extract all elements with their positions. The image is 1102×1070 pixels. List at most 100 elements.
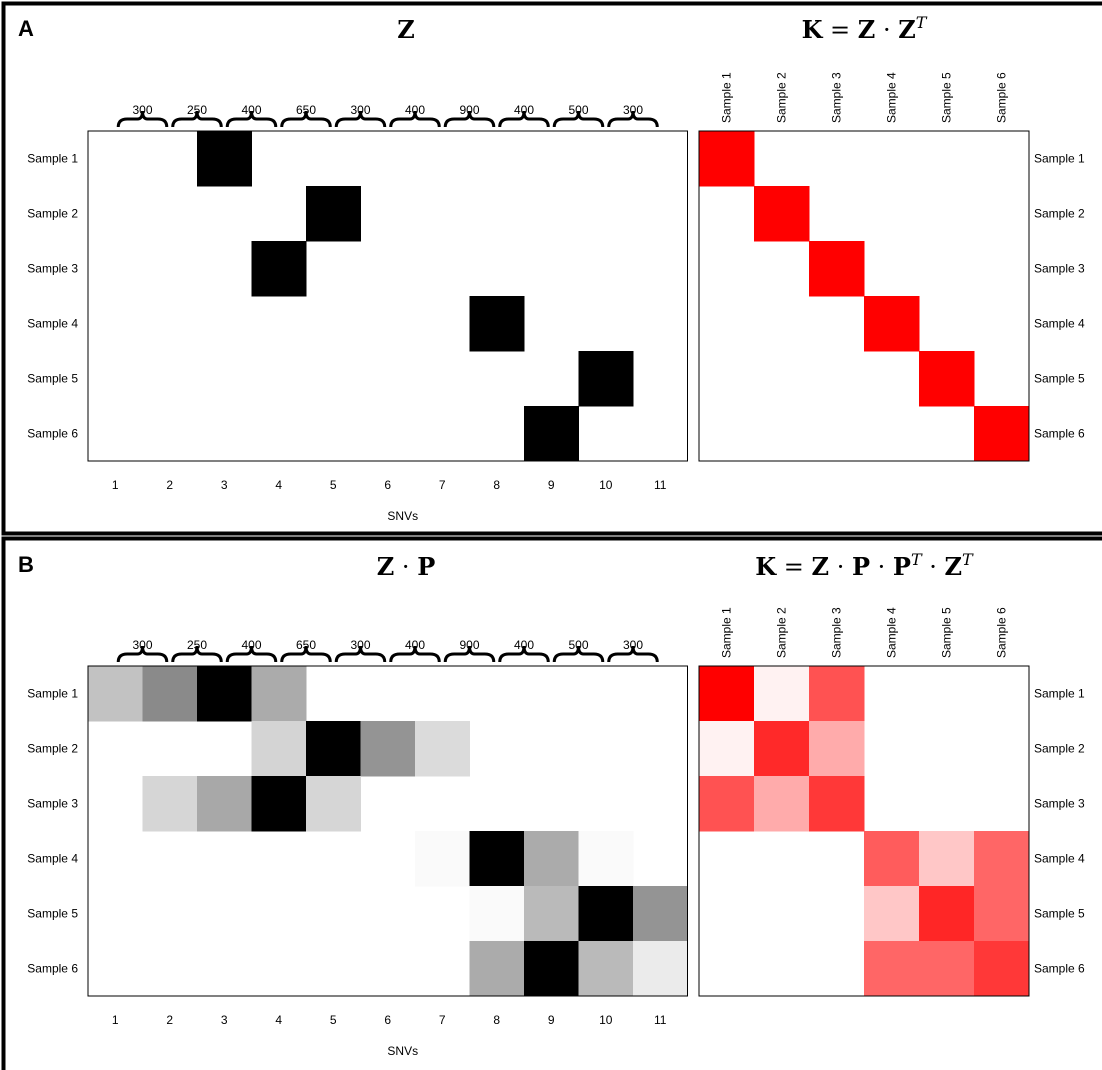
heat-cell [251, 776, 307, 832]
panel-a-z-title: Z [397, 15, 415, 44]
row-label: Sample 4 [1034, 317, 1085, 331]
heat-cell [306, 186, 361, 242]
heat-cell [578, 351, 634, 407]
column-label: 2 [166, 478, 173, 492]
kernel-cell [864, 296, 920, 352]
column-label: 11 [654, 1013, 667, 1027]
column-label: 8 [493, 1013, 500, 1027]
heat-cell [306, 776, 361, 832]
spacing-brace [498, 645, 550, 663]
row-label: Sample 5 [27, 907, 78, 921]
spacing-brace [607, 645, 659, 663]
spacing-label: 500 [568, 103, 588, 117]
kernel-cell [974, 406, 1030, 462]
heat-cell [469, 831, 525, 887]
row-label: Sample 1 [27, 687, 78, 701]
column-label: 10 [599, 1013, 613, 1027]
column-label: 9 [548, 478, 555, 492]
spacing-brace [116, 110, 169, 128]
column-label: 3 [221, 1013, 228, 1027]
x-axis-label: SNVs [387, 1044, 418, 1058]
heat-cell [197, 776, 252, 832]
kernel-cell [919, 831, 975, 887]
heatmap-border [87, 665, 688, 997]
heat-cell [142, 666, 198, 722]
spacing-label: 400 [405, 638, 425, 652]
column-label: 1 [112, 478, 119, 492]
column-label: 9 [548, 1013, 555, 1027]
kernel-border [698, 665, 1030, 997]
kernel-cell [699, 721, 755, 777]
spacing-label: 300 [623, 638, 643, 652]
kernel-cell [974, 886, 1030, 942]
column-label: Sample 1 [720, 72, 734, 123]
spacing-brace [607, 110, 659, 128]
heat-cell [524, 406, 579, 462]
heat-cell [142, 776, 198, 832]
kernel-1: Sample 1 Sample 2 Sample 3 Sample 4 Sample 5… [698, 72, 1085, 462]
row-label: Sample 4 [1034, 852, 1085, 866]
column-label: 4 [275, 478, 282, 492]
heat-cell [633, 941, 688, 997]
heat-cell [524, 831, 579, 887]
spacing-brace [334, 645, 387, 663]
column-label: 2 [166, 1013, 173, 1027]
row-label: Sample 5 [1034, 907, 1085, 921]
spacing-brace [171, 110, 223, 128]
kernel-cell [864, 886, 920, 942]
heat-cell [415, 831, 470, 887]
row-label: Sample 2 [1034, 207, 1085, 221]
spacing-brace [225, 645, 278, 663]
kernel-cell [699, 666, 755, 722]
panel-a-letter: A [18, 16, 34, 41]
heat-cell [415, 721, 470, 777]
column-label: Sample 3 [830, 607, 844, 658]
column-label: Sample 5 [940, 607, 954, 658]
kernel-cell [754, 721, 810, 777]
heatmap-2: Sample 1 Sample 2 Sample 3 Sample 4 Sample 5… [27, 638, 688, 1058]
column-label: Sample 6 [995, 607, 1009, 658]
kernel-cell [919, 941, 975, 997]
spacing-brace [280, 645, 332, 663]
heat-cell [469, 296, 525, 352]
heat-cell [88, 666, 143, 722]
column-label: 5 [330, 1013, 337, 1027]
spacing-label: 300 [623, 103, 643, 117]
spacing-brace [334, 110, 387, 128]
row-label: Sample 1 [1034, 687, 1085, 701]
heat-cell [251, 666, 307, 722]
kernel-cell [754, 186, 810, 242]
kernel-cell [974, 831, 1030, 887]
spacing-brace [171, 645, 223, 663]
column-label: Sample 3 [830, 72, 844, 123]
spacing-label: 400 [241, 103, 261, 117]
column-label: Sample 1 [720, 607, 734, 658]
column-label: 8 [493, 478, 500, 492]
heat-cell [578, 886, 634, 942]
x-axis-label: SNVs [387, 509, 418, 523]
heat-cell [197, 666, 252, 722]
row-label: Sample 3 [27, 797, 78, 811]
row-label: Sample 4 [27, 852, 78, 866]
kernel-cell [919, 351, 975, 407]
spacing-brace [552, 645, 605, 663]
row-label: Sample 4 [27, 317, 78, 331]
heat-cell [251, 721, 307, 777]
spacing-brace [116, 645, 169, 663]
row-label: Sample 1 [27, 152, 78, 166]
row-label: Sample 3 [1034, 262, 1085, 276]
heat-cell [360, 721, 416, 777]
heat-cell [306, 721, 361, 777]
kernel-cell [699, 776, 755, 832]
column-label: Sample 5 [940, 72, 954, 123]
row-label: Sample 6 [1034, 962, 1085, 976]
spacing-brace [498, 110, 550, 128]
spacing-label: 300 [350, 638, 370, 652]
kernel-cell [864, 941, 920, 997]
column-label: 6 [384, 1013, 391, 1027]
spacing-label: 900 [459, 638, 479, 652]
column-label: Sample 4 [885, 607, 899, 658]
kernel-cell [809, 721, 865, 777]
kernel-cell [809, 241, 865, 297]
spacing-label: 400 [241, 638, 261, 652]
